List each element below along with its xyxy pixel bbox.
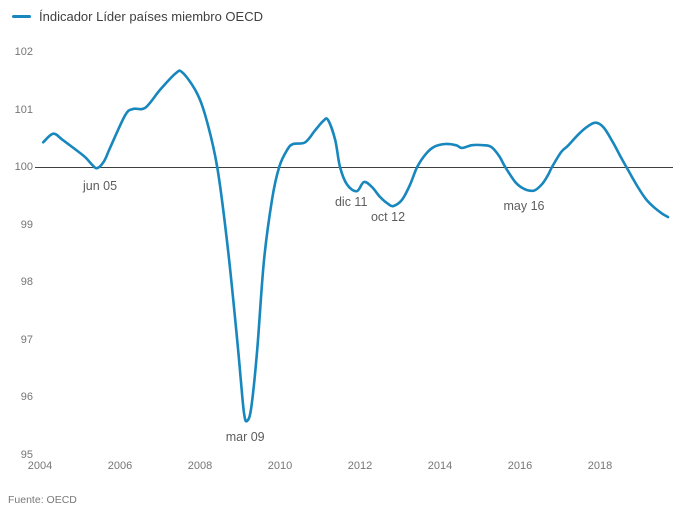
- annotation-label: mar 09: [225, 430, 265, 445]
- y-axis-label: 100: [14, 161, 33, 173]
- y-axis-label: 97: [20, 333, 33, 346]
- legend-line-swatch: [12, 15, 31, 18]
- annotation-label: dic 11: [334, 195, 368, 210]
- y-axis-label: 95: [20, 448, 33, 461]
- x-axis-label: 2016: [507, 460, 533, 472]
- series-line: [41, 69, 670, 423]
- x-axis-label: 2014: [427, 460, 453, 472]
- x-axis-label: 2018: [587, 460, 613, 472]
- legend-item[interactable]: Índicador Líder países miembro OECD: [12, 9, 263, 24]
- y-axis-label: 99: [20, 218, 33, 231]
- y-axis-label: 96: [20, 391, 33, 403]
- y-axis-label: 98: [20, 276, 33, 288]
- x-axis-label: 2006: [107, 460, 133, 472]
- annotation-label: jun 05: [82, 178, 118, 193]
- annotation-label: may 16: [503, 199, 545, 214]
- source-note: Fuente: OECD: [8, 494, 77, 506]
- y-axis-label: 102: [14, 46, 33, 58]
- y-axis-label: 101: [14, 103, 33, 116]
- x-axis-label: 2004: [27, 460, 53, 472]
- legend-label: Índicador Líder países miembro OECD: [39, 9, 263, 24]
- x-axis-label: 2010: [267, 460, 293, 472]
- x-axis-label: 2012: [347, 460, 373, 472]
- annotation-label: oct 12: [370, 210, 406, 225]
- x-axis-label: 2008: [187, 460, 213, 472]
